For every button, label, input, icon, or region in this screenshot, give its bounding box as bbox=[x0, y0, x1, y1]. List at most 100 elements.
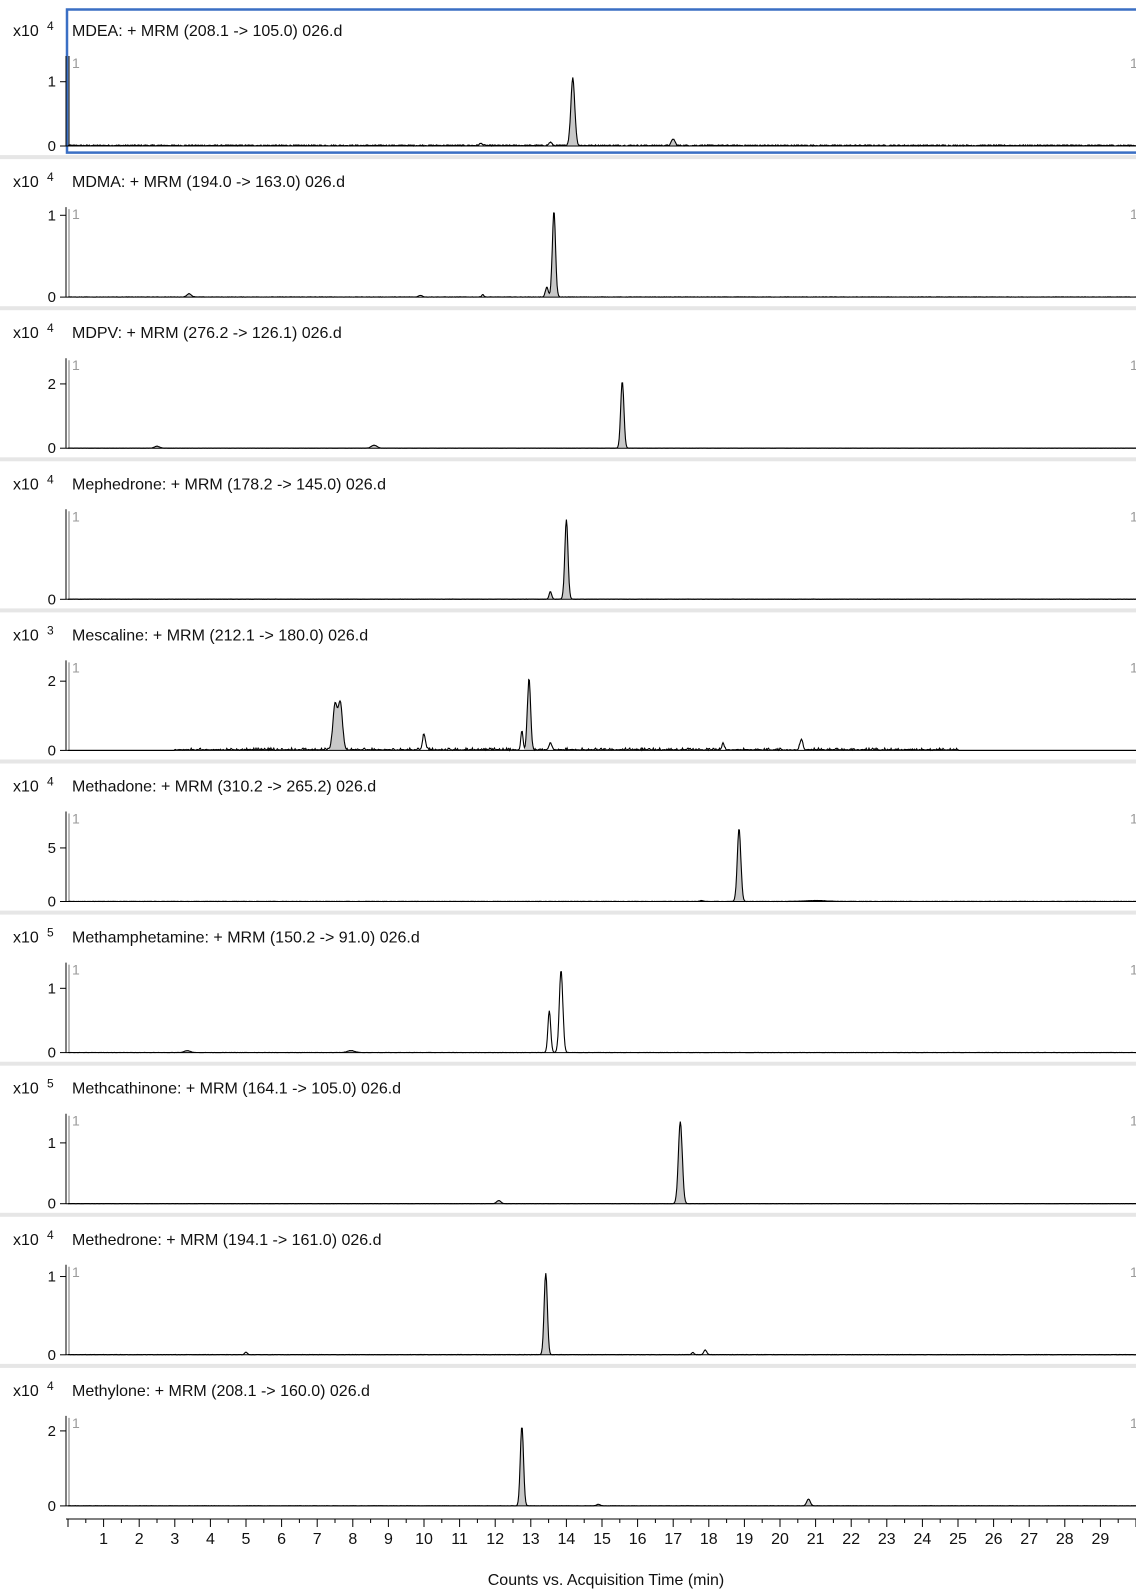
panel-title: MDPV: + MRM (276.2 -> 126.1) 026.d bbox=[72, 325, 342, 342]
x-tick-label: 24 bbox=[914, 1531, 932, 1548]
y-scale-prefix: x10 bbox=[13, 1232, 39, 1249]
y-scale-prefix: x10 bbox=[13, 1081, 39, 1098]
x-tick-label: 22 bbox=[842, 1531, 860, 1548]
y-scale-prefix: x10 bbox=[13, 779, 39, 796]
y-scale-prefix: x10 bbox=[13, 23, 39, 40]
scan-marker-left: 1 bbox=[72, 357, 80, 373]
chromatogram-panel[interactable]: x10 4 Methadone: + MRM (310.2 -> 265.2) 02… bbox=[0, 759, 1136, 911]
chromatogram-panel[interactable]: x10 4 MDEA: + MRM (208.1 -> 105.0) 026.d1 1… bbox=[13, 8, 1136, 156]
y-tick-label: 0 bbox=[48, 591, 56, 608]
y-scale-prefix: x10 bbox=[13, 325, 39, 342]
chromatogram-trace bbox=[68, 1427, 1136, 1507]
chromatogram-trace bbox=[68, 971, 1136, 1054]
x-tick-label: 28 bbox=[1056, 1531, 1074, 1548]
chromatogram-trace bbox=[67, 519, 1136, 600]
x-tick-label: 5 bbox=[242, 1531, 251, 1548]
panel-separator bbox=[0, 306, 1136, 311]
y-tick-label: 0 bbox=[48, 894, 56, 911]
chromatogram-panel[interactable]: x10 5 Methcathinone: + MRM (164.1 -> 105.0… bbox=[0, 1061, 1136, 1213]
scan-marker-right: 1 bbox=[1130, 659, 1136, 675]
x-tick-label: 18 bbox=[700, 1531, 718, 1548]
scan-marker-left: 1 bbox=[72, 508, 80, 524]
y-scale-exponent: 3 bbox=[47, 623, 54, 637]
chromatogram-trace bbox=[67, 1273, 1136, 1356]
y-scale-prefix: x10 bbox=[13, 476, 39, 493]
y-scale-exponent: 4 bbox=[47, 321, 54, 335]
scan-marker-left: 1 bbox=[72, 55, 80, 71]
panel-title: Methcathinone: + MRM (164.1 -> 105.0) 02… bbox=[72, 1081, 401, 1098]
scan-marker-left: 1 bbox=[72, 1415, 80, 1431]
panel-title: Methedrone: + MRM (194.1 -> 161.0) 026.d bbox=[72, 1232, 382, 1249]
x-tick-label: 19 bbox=[736, 1531, 754, 1548]
y-tick-label: 0 bbox=[48, 742, 56, 759]
y-scale-exponent: 5 bbox=[47, 1077, 54, 1091]
panel-title: Methamphetamine: + MRM (150.2 -> 91.0) 0… bbox=[72, 930, 420, 947]
chromatogram-trace bbox=[67, 829, 1136, 903]
y-scale-exponent: 4 bbox=[47, 472, 54, 486]
scan-marker-right: 1 bbox=[1130, 206, 1136, 222]
y-scale-exponent: 4 bbox=[47, 19, 54, 33]
x-axis-label: Counts vs. Acquisition Time (min) bbox=[488, 1572, 725, 1589]
y-tick-label: 0 bbox=[48, 1347, 56, 1364]
y-tick-label: 5 bbox=[48, 840, 56, 857]
panel-separator bbox=[0, 759, 1136, 764]
x-tick-label: 26 bbox=[985, 1531, 1003, 1548]
panel-separator bbox=[0, 1363, 1136, 1368]
y-scale-prefix: x10 bbox=[13, 174, 39, 191]
x-tick-label: 11 bbox=[451, 1531, 468, 1548]
y-scale-exponent: 5 bbox=[47, 926, 54, 940]
x-tick-label: 27 bbox=[1020, 1531, 1038, 1548]
panel-title: Methadone: + MRM (310.2 -> 265.2) 026.d bbox=[72, 779, 376, 796]
scan-marker-left: 1 bbox=[72, 206, 80, 222]
panel-title: Methylone: + MRM (208.1 -> 160.0) 026.d bbox=[72, 1383, 370, 1400]
x-axis: 1 2 3 4 5 6 7 8 9 10 11 12 13 14 15 16 17 18 19 20 21 22 23 24 2… bbox=[66, 1518, 1136, 1589]
chromatogram-trace bbox=[68, 1121, 1136, 1205]
y-tick-label: 2 bbox=[48, 1423, 56, 1440]
chromatogram-trace bbox=[67, 382, 1136, 449]
y-tick-label: 1 bbox=[48, 980, 56, 997]
panel-title: MDMA: + MRM (194.0 -> 163.0) 026.d bbox=[72, 174, 345, 191]
scan-marker-left: 1 bbox=[72, 962, 80, 978]
chromatogram-panel[interactable]: x10 4 MDMA: + MRM (194.0 -> 163.0) 026.d1 1… bbox=[0, 155, 1136, 306]
x-tick-label: 15 bbox=[593, 1531, 611, 1548]
chromatogram-trace bbox=[67, 212, 1136, 298]
panel-separator bbox=[0, 1061, 1136, 1066]
chromatogram-panel[interactable]: x10 4 MDPV: + MRM (276.2 -> 126.1) 026.d 1 1… bbox=[0, 306, 1136, 457]
x-tick-label: 7 bbox=[313, 1531, 322, 1548]
chromatogram-panel[interactable]: x10 4 Methedrone: + MRM (194.1 -> 161.0) 0… bbox=[0, 1212, 1136, 1364]
panel-title: Mephedrone: + MRM (178.2 -> 145.0) 026.d bbox=[72, 476, 386, 493]
panel-separator bbox=[0, 910, 1136, 915]
scan-marker-right: 1 bbox=[1130, 1113, 1136, 1129]
y-tick-label: 0 bbox=[48, 1498, 56, 1515]
y-tick-label: 0 bbox=[48, 440, 56, 457]
y-tick-label: 0 bbox=[48, 289, 56, 306]
scan-marker-left: 1 bbox=[72, 659, 80, 675]
panel-separator bbox=[0, 155, 1136, 160]
chromatogram-trace bbox=[68, 678, 1136, 752]
chromatogram-panel[interactable]: x10 4 Mephedrone: + MRM (178.2 -> 145.0) 0… bbox=[0, 457, 1136, 608]
x-tick-label: 14 bbox=[558, 1531, 576, 1548]
x-tick-label: 9 bbox=[384, 1531, 393, 1548]
y-scale-exponent: 4 bbox=[47, 170, 54, 184]
scan-marker-left: 1 bbox=[72, 811, 80, 827]
chromatogram-panel[interactable]: x10 4 Methylone: + MRM (208.1 -> 160.0) 02… bbox=[0, 1363, 1136, 1515]
scan-marker-right: 1 bbox=[1130, 357, 1136, 373]
scan-marker-left: 1 bbox=[72, 1113, 80, 1129]
x-tick-label: 20 bbox=[771, 1531, 789, 1548]
y-tick-label: 1 bbox=[48, 207, 56, 224]
scan-marker-right: 1 bbox=[1130, 962, 1136, 978]
scan-marker-right: 1 bbox=[1130, 55, 1136, 71]
x-tick-label: 2 bbox=[135, 1531, 144, 1548]
x-tick-label: 10 bbox=[415, 1531, 433, 1548]
chromatogram-panel[interactable]: x10 5 Methamphetamine: + MRM (150.2 -> 91.… bbox=[0, 910, 1136, 1062]
x-tick-label: 29 bbox=[1092, 1531, 1110, 1548]
y-scale-prefix: x10 bbox=[13, 627, 39, 644]
scan-marker-right: 1 bbox=[1130, 811, 1136, 827]
chromatogram-trace bbox=[67, 77, 1136, 147]
x-tick-label: 3 bbox=[170, 1531, 179, 1548]
panel-separator bbox=[0, 608, 1136, 613]
y-scale-exponent: 4 bbox=[47, 1379, 54, 1393]
chromatogram-panel[interactable]: x10 3 Mescaline: + MRM (212.1 -> 180.0) 02… bbox=[0, 608, 1136, 759]
x-tick-label: 1 bbox=[99, 1531, 108, 1548]
